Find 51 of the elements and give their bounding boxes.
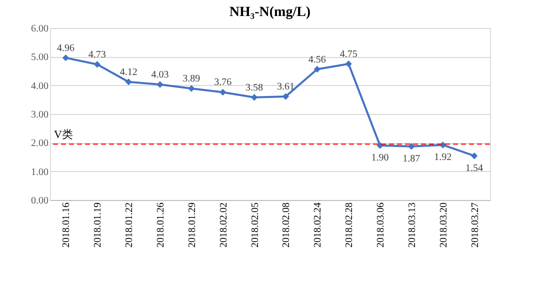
point — [220, 88, 226, 96]
y-tick-label: 6.00 — [31, 24, 48, 34]
point — [188, 85, 195, 92]
y-tick-label: 5.00 — [31, 52, 48, 64]
text: 4.75 — [340, 48, 358, 60]
x-tick-label: 2018.01.26 — [156, 202, 166, 248]
x-tick-label: 2018.01.29 — [186, 202, 198, 248]
x-tick-label: 2018.03.20 — [438, 202, 450, 248]
x-tick-label: 2018.01.19 — [92, 202, 104, 248]
x-tick-label: 2018.03.06 — [376, 202, 386, 248]
ref-line-label: V类 — [54, 128, 73, 142]
text: 1.87 — [402, 153, 420, 164]
x-tick-label: 2018.02.02 — [218, 202, 230, 248]
y-tick-label: 4.00 — [31, 80, 48, 92]
point — [62, 54, 70, 62]
point — [345, 60, 352, 68]
y-tick-label: 3.00 — [31, 110, 48, 120]
point — [125, 78, 132, 86]
x-tick-label: 2018.02.24 — [312, 202, 324, 248]
y-tick-label: 2.00 — [31, 138, 48, 150]
text: 4.12 — [120, 66, 138, 78]
point — [470, 152, 478, 160]
text: 1.54 — [466, 162, 484, 174]
chart-title: NH₃-N(mg/L) — [229, 5, 311, 20]
y-tick-label: 1.00 — [31, 166, 48, 178]
text: 3.89 — [182, 73, 200, 84]
text: 1.90 — [371, 152, 389, 164]
text: 4.96 — [56, 42, 74, 54]
point — [250, 94, 258, 101]
x-tick-label: 2018.02.28 — [344, 202, 356, 248]
point — [376, 142, 384, 149]
text: 4.73 — [88, 49, 106, 60]
x-tick-label: 2018.02.05 — [250, 202, 261, 248]
point — [156, 81, 164, 88]
point — [314, 66, 320, 73]
text: 3.76 — [214, 77, 232, 88]
x-tick-label: 2018.02.08 — [281, 202, 292, 248]
text: 3.61 — [276, 82, 294, 93]
x-tick-label: 2018.03.13 — [406, 202, 418, 248]
point — [408, 143, 415, 150]
text: 3.58 — [246, 82, 264, 94]
x-tick-label: 2018.03.27 — [470, 202, 481, 248]
text: 1.92 — [434, 152, 452, 163]
text: 4.03 — [151, 69, 169, 80]
point — [282, 93, 290, 100]
text: 4.56 — [308, 54, 326, 66]
point — [440, 142, 446, 148]
point — [94, 61, 100, 68]
x-tick-label: 2018.01.22 — [124, 202, 136, 248]
y-tick-label: 0.00 — [31, 196, 48, 206]
x-tick-label: 2018.01.16 — [61, 202, 72, 248]
